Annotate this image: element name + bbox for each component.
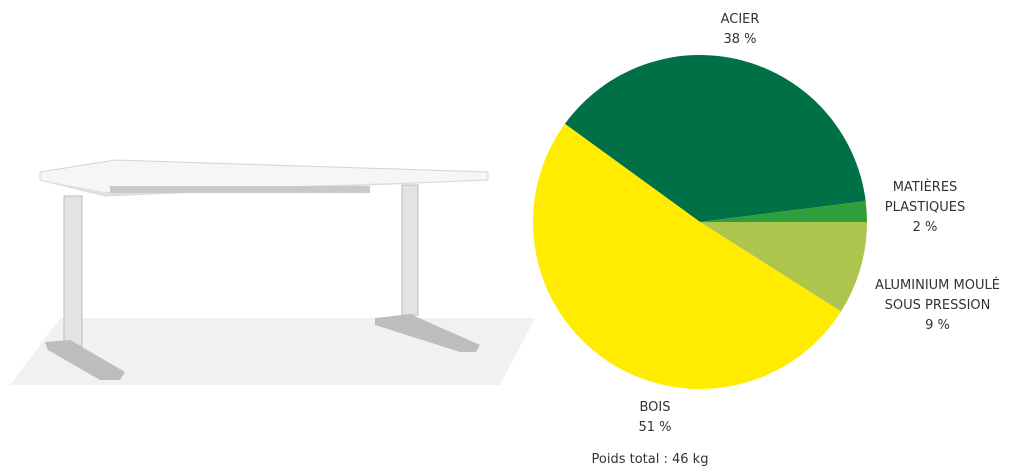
category-label: BOIS [639,400,671,415]
slice-label: MATIÈRES PLASTIQUES 2 % [870,178,980,238]
total-weight-note: Poids total : 46 kg [591,452,709,467]
category-label: ALUMINIUM MOULÉ SOUS PRESSION [875,278,1000,313]
pie-slice [533,123,842,389]
slice-label: BOIS 51 % [605,398,705,438]
slice-label: ACIER 38 % [690,10,790,50]
desk-frame [110,186,370,193]
value-label: 51 % [638,420,672,435]
value-label: 38 % [723,32,757,47]
floor-shadow [10,318,535,385]
desk-foot [45,340,125,380]
desk-foot [375,314,480,352]
pie-slice [564,55,866,223]
value-label: 9 % [925,318,950,333]
value-label: 2 % [912,220,938,235]
slice-label: ALUMINIUM MOULÉ SOUS PRESSION 9 % [855,276,1019,336]
pie-slice [700,222,867,312]
category-label: ACIER [720,12,760,27]
desk-image [10,159,535,385]
category-label: MATIÈRES PLASTIQUES [884,180,966,215]
pie-slice [700,201,867,222]
